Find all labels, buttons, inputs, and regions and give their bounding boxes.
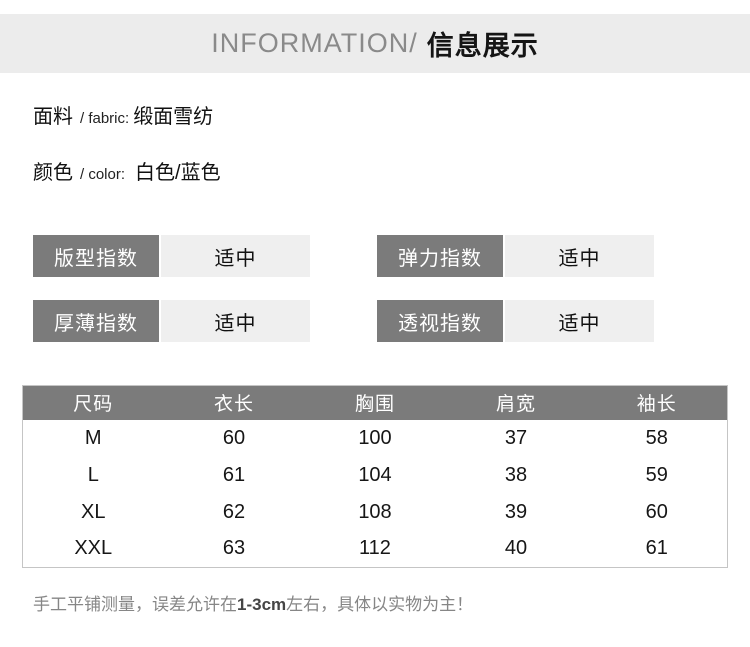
section-header-cn: 信息展示	[426, 31, 539, 61]
index-fit-value: 适中	[161, 235, 310, 277]
size-table: 尺码 衣长 胸围 肩宽 袖长 M 60 100 37 58 L 61 104 3…	[22, 385, 728, 568]
cell-size: M	[84, 426, 102, 449]
index-thickness-label: 厚薄指数	[33, 300, 159, 342]
size-table-header-length: 衣长	[163, 385, 305, 420]
fabric-value: 缎面雪纺	[133, 106, 214, 128]
cell-shoulder: 39	[504, 500, 528, 523]
size-table-header-sleeve: 袖长	[586, 385, 728, 420]
cell-sleeve: 60	[645, 500, 668, 523]
index-fit-label: 版型指数	[33, 235, 159, 277]
disclaimer-suffix: 左右，具体以实物为主！	[286, 595, 474, 614]
size-table-header-size: 尺码	[22, 385, 164, 420]
index-elasticity-value: 适中	[505, 235, 654, 277]
color-label-en: / color:	[80, 166, 126, 183]
index-elasticity-label: 弹力指数	[377, 235, 503, 277]
section-header: INFORMATION/ 信息展示	[0, 14, 750, 73]
color-attribute: 颜色 / color: 白色/蓝色	[33, 156, 221, 185]
index-badge-fit: 版型指数 适中	[33, 235, 310, 277]
cell-sleeve: 61	[645, 537, 668, 560]
table-row: XL 62 108 39 60	[23, 494, 728, 531]
section-header-en: INFORMATION/	[211, 28, 418, 58]
index-thickness-value: 适中	[161, 300, 310, 342]
cell-length: 62	[222, 500, 246, 523]
fabric-label-cn: 面料	[33, 106, 73, 128]
size-table-header-shoulder: 肩宽	[445, 385, 587, 420]
table-row: XXL 63 112 40 61	[23, 531, 728, 568]
table-row: M 60 100 37 58	[23, 420, 728, 457]
cell-shoulder: 40	[504, 537, 528, 560]
cell-length: 63	[222, 537, 246, 560]
cell-size: XL	[81, 500, 106, 523]
cell-shoulder: 38	[504, 463, 528, 486]
cell-sleeve: 58	[645, 426, 668, 449]
size-table-header-bust: 胸围	[304, 385, 446, 420]
cell-length: 60	[222, 426, 246, 449]
cell-bust: 104	[358, 463, 392, 486]
cell-size: L	[87, 463, 99, 486]
index-transparency-label: 透视指数	[377, 300, 503, 342]
color-label-cn: 颜色	[33, 162, 73, 184]
size-table-header-row: 尺码 衣长 胸围 肩宽 袖长	[22, 385, 728, 420]
cell-bust: 100	[358, 426, 392, 449]
cell-length: 61	[222, 463, 246, 486]
index-badge-transparency: 透视指数 适中	[377, 300, 654, 342]
cell-bust: 108	[358, 500, 392, 523]
disclaimer-prefix: 手工平铺测量，误差允许在	[33, 595, 237, 614]
index-transparency-value: 适中	[505, 300, 654, 342]
cell-size: XXL	[74, 537, 113, 560]
table-row: L 61 104 38 59	[23, 457, 728, 494]
index-badge-elasticity: 弹力指数 适中	[377, 235, 654, 277]
fabric-attribute: 面料 / fabric: 缎面雪纺	[33, 100, 213, 129]
color-value: 白色/蓝色	[135, 162, 221, 184]
cell-sleeve: 59	[645, 463, 668, 486]
cell-shoulder: 37	[504, 426, 528, 449]
cell-bust: 112	[359, 537, 391, 560]
measurement-disclaimer: 手工平铺测量，误差允许在1-3cm左右，具体以实物为主！	[33, 590, 473, 615]
index-badge-thickness: 厚薄指数 适中	[33, 300, 310, 342]
fabric-label-en: / fabric:	[80, 110, 130, 127]
tolerance-value: 1-3cm	[237, 595, 287, 614]
